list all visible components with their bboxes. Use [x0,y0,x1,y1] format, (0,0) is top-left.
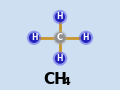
Text: H: H [31,33,37,42]
Circle shape [55,54,65,63]
Circle shape [54,31,66,44]
Text: 4: 4 [62,76,70,87]
Text: H: H [83,33,89,42]
Text: H: H [57,13,63,22]
Circle shape [54,52,66,65]
Circle shape [79,31,93,44]
Text: C: C [57,33,63,42]
Circle shape [30,33,39,42]
Circle shape [54,10,66,23]
Circle shape [55,33,65,43]
Text: CH: CH [44,72,68,87]
Circle shape [27,31,41,44]
Text: H: H [57,54,63,63]
Circle shape [55,13,65,22]
Circle shape [81,33,90,42]
